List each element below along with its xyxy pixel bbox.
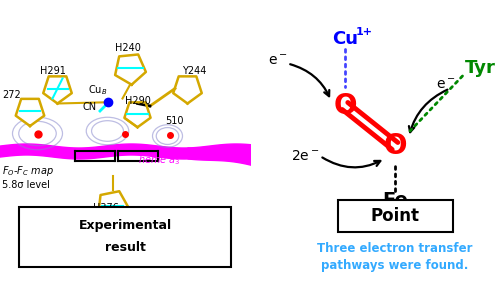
Text: H290: H290 (125, 95, 151, 105)
Text: CN: CN (82, 102, 96, 112)
Text: pathways were found.: pathways were found. (322, 259, 468, 272)
Polygon shape (115, 54, 146, 85)
Text: 5.8σ level: 5.8σ level (2, 181, 50, 191)
FancyBboxPatch shape (19, 207, 231, 267)
Text: Three electron transfer: Three electron transfer (318, 242, 473, 255)
Polygon shape (124, 102, 150, 127)
Text: H240: H240 (115, 43, 141, 53)
Text: e$^-$: e$^-$ (436, 78, 456, 92)
Text: result: result (104, 241, 146, 254)
Text: Fe: Fe (382, 191, 408, 210)
Text: 1+: 1+ (355, 27, 372, 37)
Polygon shape (16, 99, 44, 126)
Polygon shape (98, 191, 128, 222)
Polygon shape (173, 76, 202, 104)
Text: H291: H291 (40, 66, 66, 76)
Text: Experimental: Experimental (78, 219, 172, 232)
Text: 510: 510 (165, 115, 184, 126)
Polygon shape (43, 76, 72, 104)
FancyBboxPatch shape (338, 200, 452, 232)
Text: e$^-$: e$^-$ (268, 54, 287, 68)
Text: Cu: Cu (332, 30, 358, 47)
Text: Y244: Y244 (182, 66, 207, 76)
Text: Cu$_B$: Cu$_B$ (88, 83, 107, 97)
Text: 2e$^-$: 2e$^-$ (290, 149, 320, 163)
Text: Tyr: Tyr (464, 59, 496, 78)
Text: O: O (384, 132, 407, 160)
Text: heme $a_3$: heme $a_3$ (138, 153, 180, 167)
Text: 272: 272 (2, 91, 21, 101)
Text: O: O (333, 92, 357, 120)
Text: Point: Point (370, 207, 420, 225)
Text: H376: H376 (92, 203, 118, 213)
Text: $F_O$-$F_C$ map: $F_O$-$F_C$ map (2, 163, 54, 178)
